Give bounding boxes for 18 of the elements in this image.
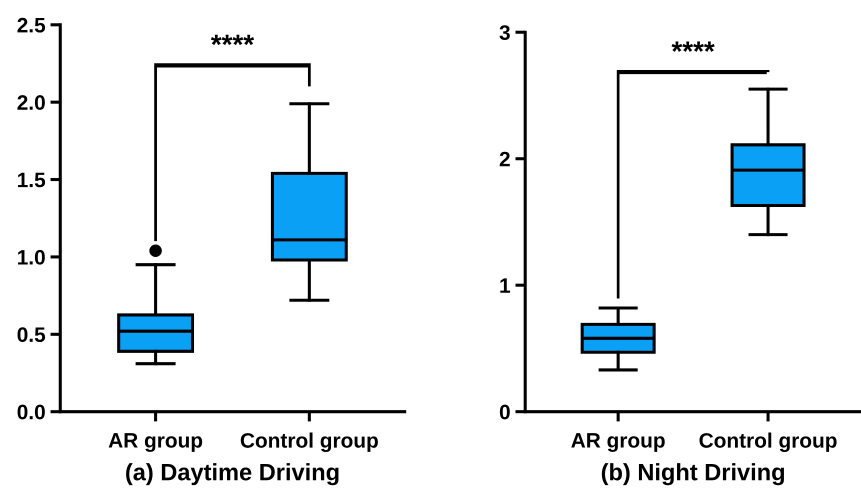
y-tick-label: 0.5 — [18, 327, 46, 342]
annotation: **** — [210, 34, 254, 46]
x-tick-label: AR group — [571, 433, 665, 452]
x-tick-label: Control group — [699, 432, 837, 452]
y-tick-label: 2 — [500, 152, 510, 166]
y-tick-label: 1.0 — [18, 250, 45, 265]
y-tick-label: 1.5 — [18, 172, 46, 188]
y-tick-label: 1 — [500, 278, 510, 293]
annotation: **** — [672, 42, 715, 52]
y-tick-label: 3 — [500, 25, 510, 40]
y-tick-label: 0.0 — [18, 404, 45, 420]
y-tick-label: 0 — [500, 404, 510, 420]
y-tick-label: 2.5 — [17, 18, 46, 33]
text: (a) Daytime Driving — [126, 463, 338, 486]
y-tick-label: 2.0 — [17, 95, 45, 110]
x-tick-label: AR group — [108, 433, 202, 452]
text: (b) Night Driving — [602, 463, 784, 486]
x-tick-label: Control group — [240, 432, 378, 452]
